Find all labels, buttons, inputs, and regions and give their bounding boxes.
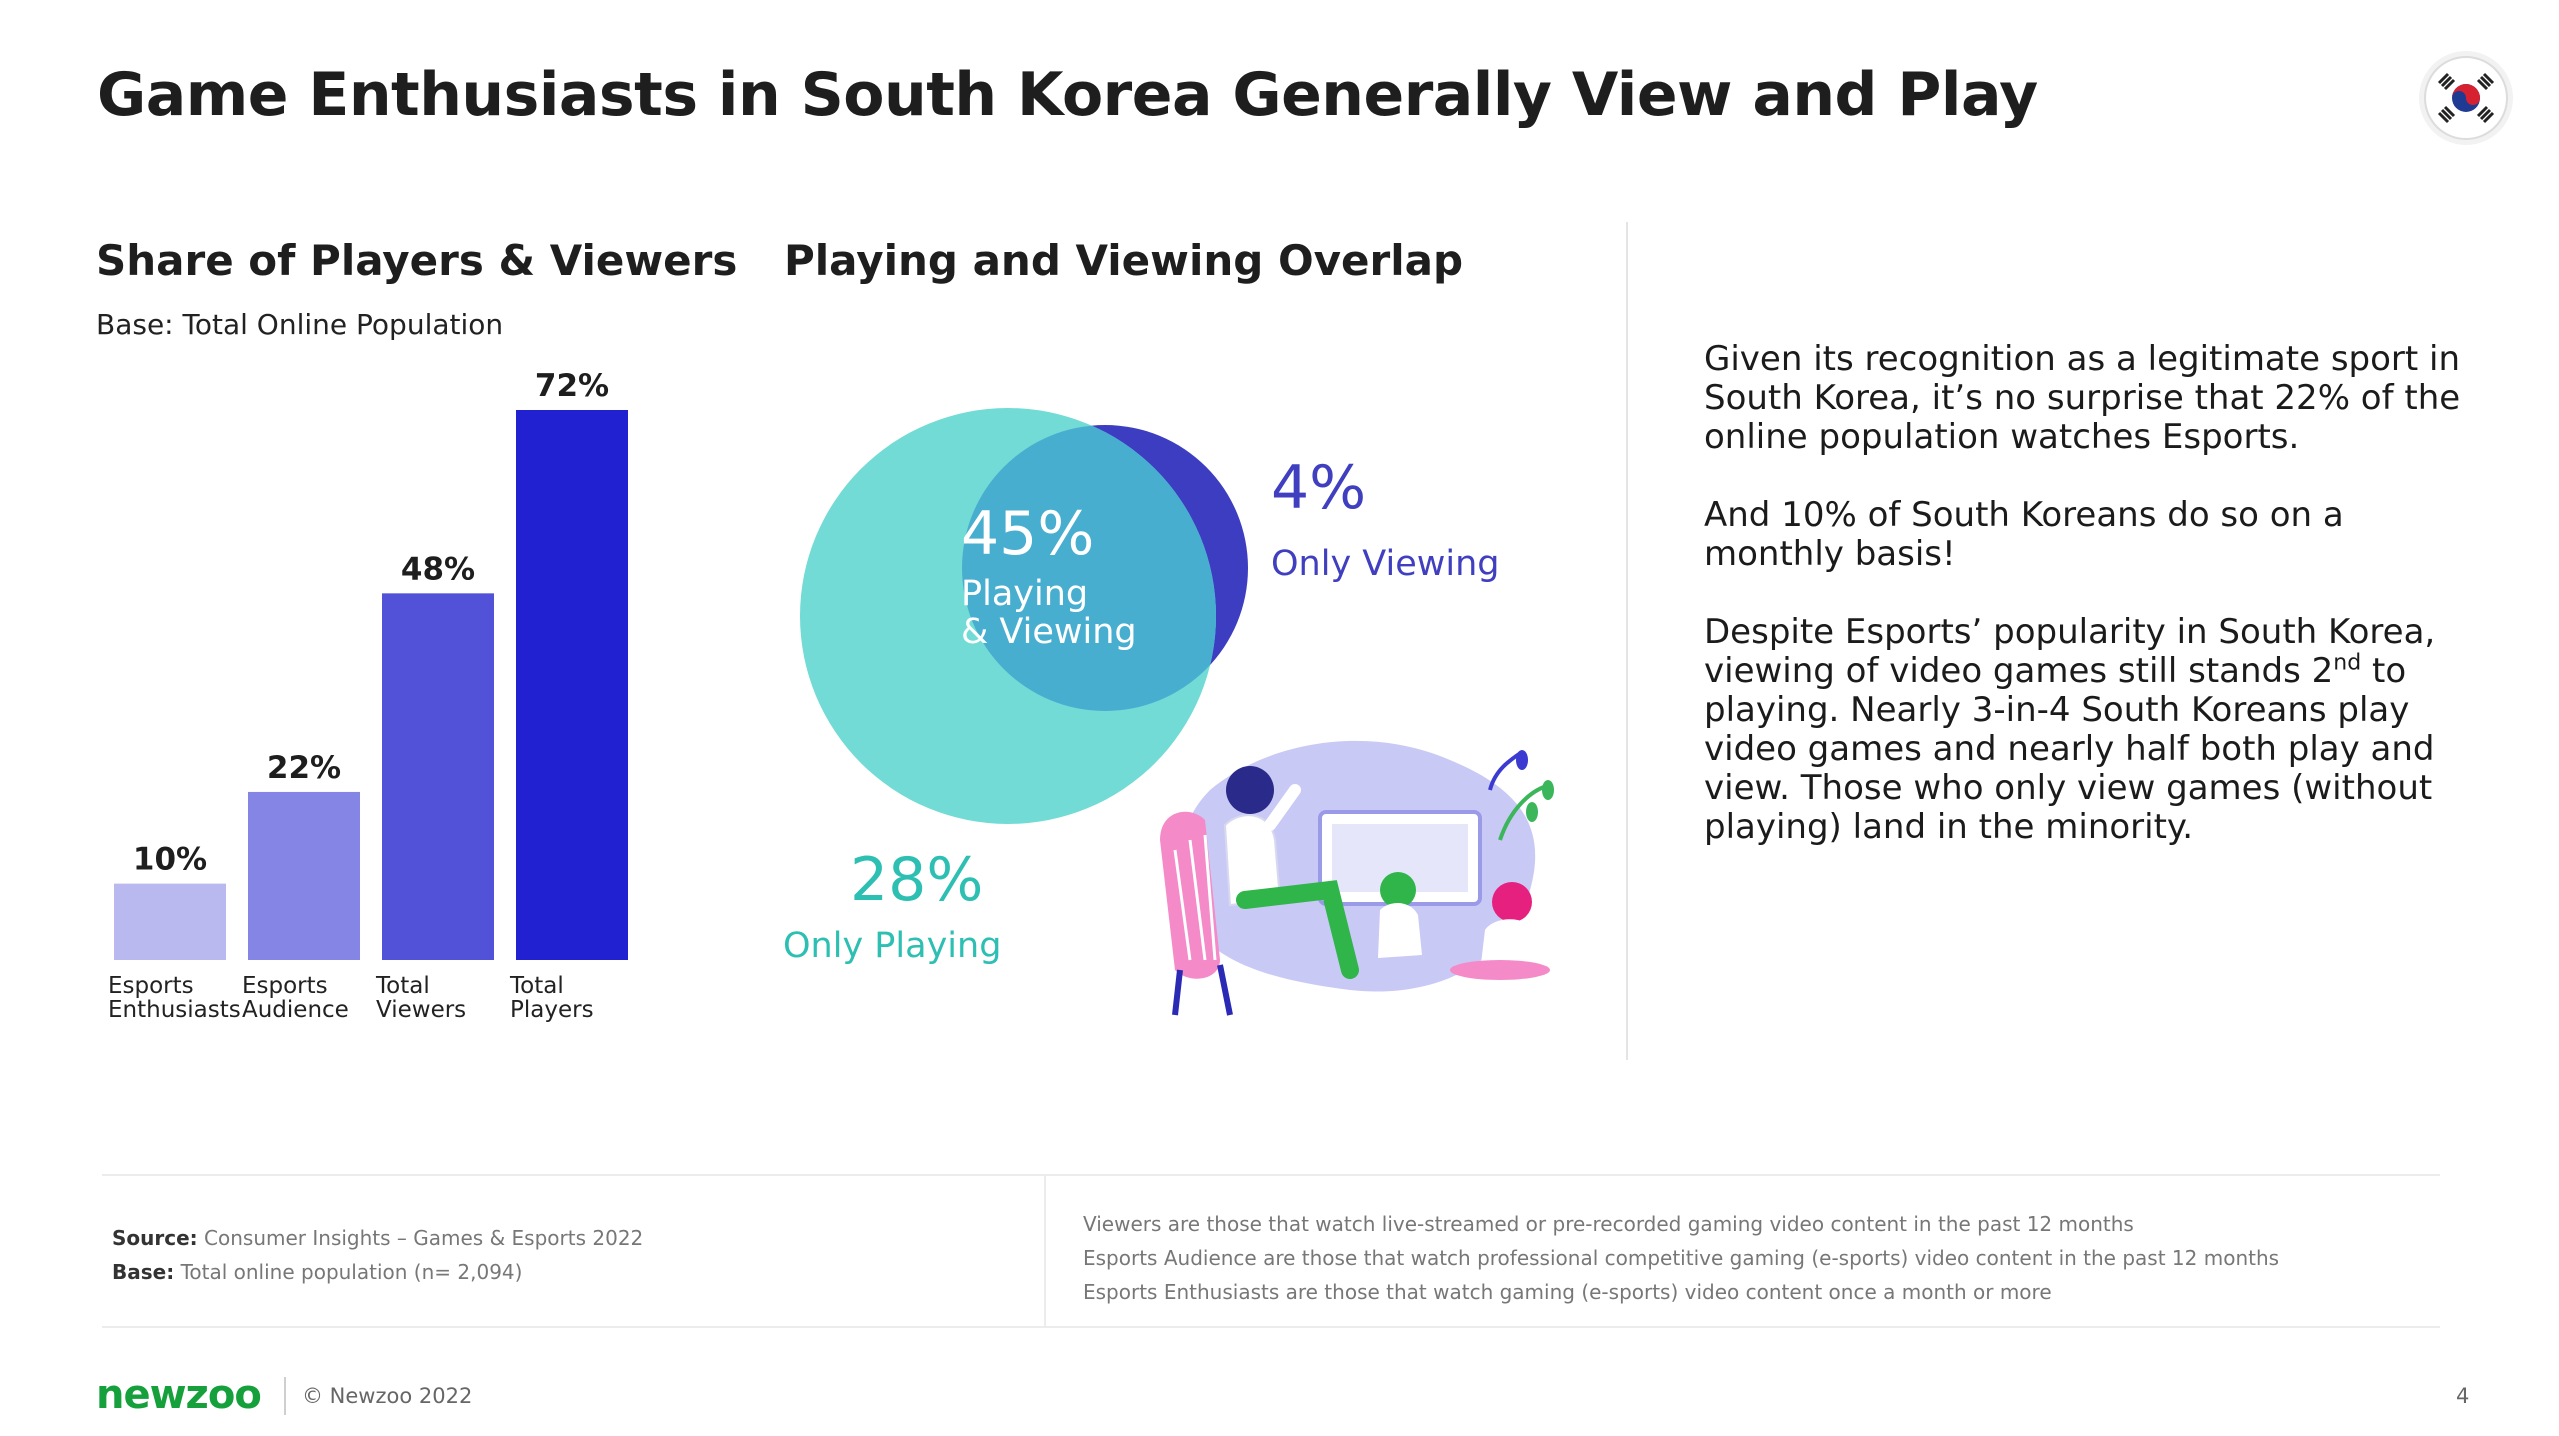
bar-value-label-3: 72% [535, 368, 609, 404]
source-note: Source: Consumer Insights – Games & Espo… [112, 1226, 643, 1250]
only-viewing-value-label: 4% [1271, 453, 1366, 523]
page-title: Game Enthusiasts in South Korea Generall… [97, 60, 2038, 130]
bar-3 [516, 410, 628, 960]
narrative-paragraph-3: Despite Esports’ popularity in South Kor… [1704, 613, 2464, 847]
south-korea-flag-icon [2424, 56, 2508, 140]
narrative-p3-start: Despite Esports’ popularity in South Kor… [1704, 612, 2436, 691]
players-viewers-bar-chart: 10% Esports Enthusiasts 22% Esports Audience 4… [108, 368, 628, 1023]
gamers-watching-tv-illustration [1160, 740, 1554, 1016]
definition-viewers: Viewers are those that watch live-stream… [1083, 1212, 2134, 1236]
share-chart-title: Share of Players & Viewers [96, 236, 738, 285]
narrative-paragraph-2: And 10% of South Koreans do so on a mont… [1704, 495, 2344, 574]
source-label: Source: [112, 1226, 198, 1250]
only-playing-name-label: Only Playing [783, 926, 1001, 966]
source-text: Consumer Insights – Games & Esports 2022 [197, 1226, 644, 1250]
column-divider [1626, 222, 1628, 1060]
bar-2 [382, 593, 494, 960]
narrative-text: Given its recognition as a legitimate sp… [1704, 340, 2464, 886]
category-label-0: Esports Enthusiasts [108, 973, 241, 1023]
footer-top-divider [102, 1174, 2440, 1176]
category-label-1: Esports Audience [242, 973, 349, 1023]
playing-viewing-venn-diagram: 45% Playing& Viewing 4% Only Viewing 28% Only… [783, 408, 1499, 966]
category-label-2: Total Viewers [375, 973, 466, 1023]
definition-esports-audience: Esports Audience are those that watch pr… [1083, 1246, 2280, 1270]
flag-graphic [2437, 72, 2495, 124]
ordinal-suffix: nd [2333, 650, 2362, 676]
share-chart-base: Base: Total Online Population [96, 308, 504, 341]
only-viewing-name-label: Only Viewing [1271, 544, 1499, 584]
overlap-name-label-0: Playing [961, 574, 1088, 614]
footer-bottom-divider [102, 1326, 2440, 1328]
base-text: Total online population (n= 2,094) [174, 1260, 523, 1284]
bar-value-label-2: 48% [401, 551, 475, 587]
newzoo-logo: newzoo [96, 1372, 262, 1418]
bar-value-label-0: 10% [133, 842, 207, 878]
footer-column-divider [1044, 1176, 1046, 1326]
overlap-value-label: 45% [961, 499, 1094, 569]
copyright: © Newzoo 2022 [302, 1384, 473, 1408]
narrative-p3-end: to playing. Nearly 3-in-4 South Koreans … [1704, 651, 2435, 847]
only-playing-value-label: 28% [850, 845, 983, 915]
narrative-paragraph-1: Given its recognition as a legitimate sp… [1704, 339, 2461, 457]
bar-value-label-1: 22% [267, 750, 341, 786]
category-label-3: Total Players [509, 973, 594, 1023]
logo-divider [284, 1377, 286, 1415]
bar-0 [114, 883, 226, 960]
base-note: Base: Total online population (n= 2,094) [112, 1260, 522, 1284]
bar-1 [248, 791, 360, 960]
definition-esports-enthusiasts: Esports Enthusiasts are those that watch… [1083, 1280, 2052, 1304]
base-label: Base: [112, 1260, 175, 1284]
page-number: 4 [2456, 1384, 2470, 1408]
overlap-name-label-1: & Viewing [961, 612, 1137, 652]
overlap-region [962, 425, 1216, 711]
overlap-chart-title: Playing and Viewing Overlap [784, 236, 1464, 285]
